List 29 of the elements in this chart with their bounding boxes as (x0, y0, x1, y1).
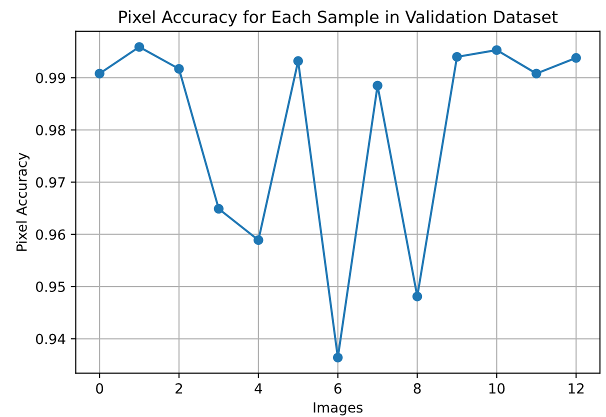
point (571, 53, 581, 63)
point (532, 68, 542, 78)
x-tick-label: 2 (176, 383, 182, 394)
point (174, 64, 184, 74)
point (94, 68, 104, 78)
point (214, 204, 224, 214)
y-tick-label: 0.99 (36, 72, 66, 84)
chart-title: Pixel Accuracy for Each Sample in Validation Dataset (119, 10, 558, 26)
point (492, 45, 502, 55)
x-axis-title: Images (314, 402, 363, 416)
point (412, 292, 422, 302)
y-axis-title: Pixel Accuracy (16, 152, 30, 251)
point (332, 352, 343, 362)
point (293, 56, 303, 66)
y-tick-label: 0.95 (36, 282, 65, 292)
point (452, 52, 462, 62)
point (134, 42, 144, 52)
x-tick-label: 6 (334, 383, 342, 394)
point (372, 80, 382, 90)
y-tick-label: 0.97 (36, 177, 65, 188)
x-tick-label: 8 (414, 383, 421, 394)
x-tick-label: 10 (489, 383, 505, 394)
x-tick-label: 0 (96, 383, 104, 394)
y-tick-label: 0.96 (36, 229, 66, 240)
y-tick-label: 0.98 (36, 124, 66, 136)
y-tick-label: 0.94 (36, 334, 66, 344)
x-tick-label: 12 (568, 383, 584, 394)
point (254, 235, 264, 245)
x-tick-label: 4 (254, 383, 262, 394)
